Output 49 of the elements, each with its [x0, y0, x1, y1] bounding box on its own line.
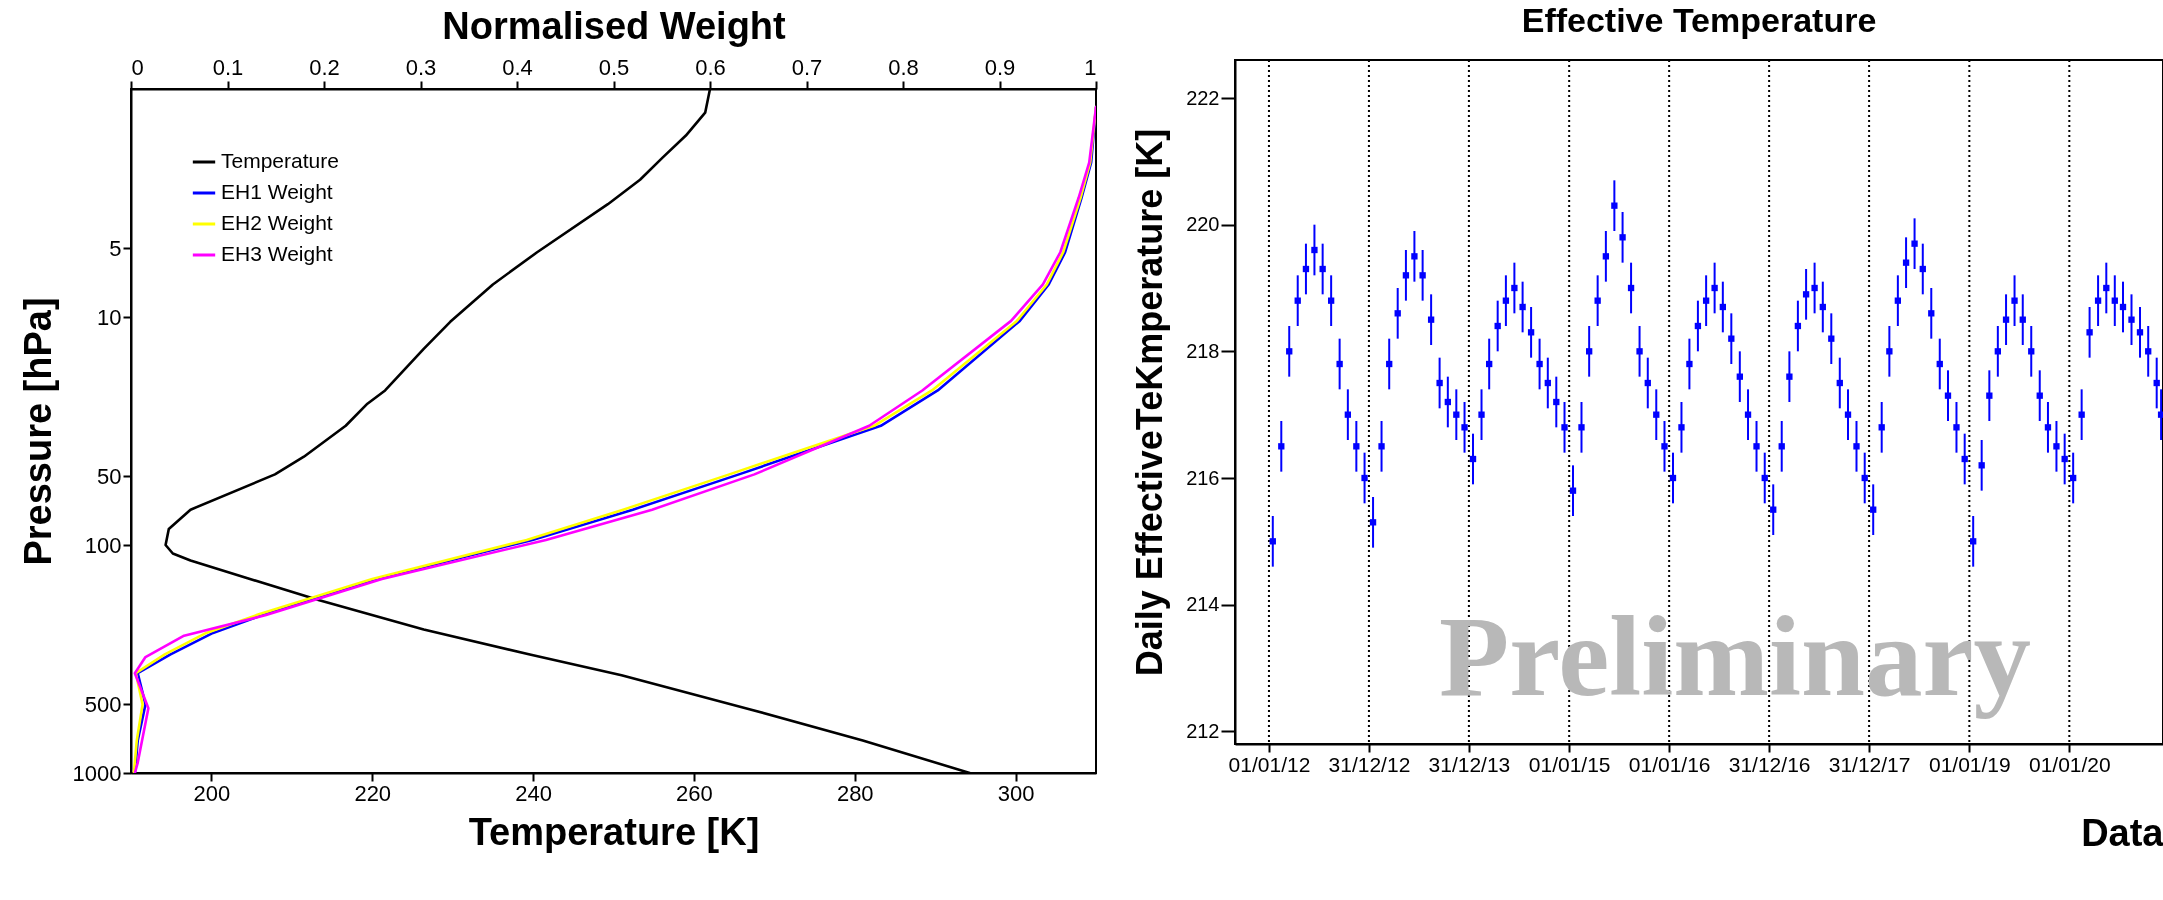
y-tick-label: 500 [84, 691, 122, 717]
y-tick-label: 222 [1186, 86, 1220, 109]
y-tick-label: 220 [1186, 213, 1220, 236]
annotation: Preliminary [1439, 593, 2031, 720]
x-tick-label: 31/12/17 [1828, 752, 1911, 776]
y-tick-label: 214 [1186, 593, 1220, 616]
y-tick-label: 212 [1186, 719, 1220, 742]
x-tick-label: 300 [997, 780, 1035, 806]
x2-tick-label: 0.2 [309, 54, 340, 80]
x-tick-label: 260 [676, 780, 713, 806]
legend-label: Temperature [221, 149, 339, 172]
x-tick-label: 01/01/19 [1928, 752, 2011, 776]
x2-tick-label: 1 [1084, 54, 1097, 80]
y-tick-label: 218 [1186, 339, 1220, 362]
x2-axis-title: Normalised Weight [442, 4, 787, 47]
x-axis-title: Data [2081, 811, 2163, 854]
x2-tick-label: 0.4 [502, 54, 533, 80]
y-tick-label: 1000 [72, 760, 122, 786]
y-tick-label: 216 [1186, 466, 1220, 489]
legend-label: EH2 Weight [221, 211, 333, 234]
x-tick-label: 01/01/20 [2028, 752, 2111, 776]
x-axis-title: Temperature [K] [468, 810, 760, 853]
y-axis-title: Pressure [hPa] [16, 297, 59, 566]
y-tick-label: 5 [109, 235, 122, 261]
x-tick-label: 31/12/13 [1428, 752, 1511, 776]
x2-tick-label: 0.8 [888, 54, 919, 80]
y-tick-label: 50 [97, 463, 122, 489]
x-tick-label: 220 [354, 780, 392, 806]
x2-tick-label: 0.6 [695, 54, 726, 80]
x-tick-label: 31/12/16 [1728, 752, 1811, 776]
x-tick-label: 240 [515, 780, 552, 806]
legend-label: EH1 Weight [221, 180, 333, 203]
x-tick-label: 31/12/12 [1328, 752, 1411, 776]
legend-label: EH3 Weight [221, 242, 333, 265]
x2-tick-label: 0.5 [598, 54, 630, 80]
x-tick-label: 01/01/16 [1628, 752, 1711, 776]
y-axis-title: Daily EffectiveTeKmperature [K] [1129, 128, 1171, 677]
x2-tick-label: 0.3 [405, 54, 437, 80]
x2-tick-label: 0.7 [791, 54, 823, 80]
y-tick-label: 10 [97, 304, 122, 330]
y-tick-label: 100 [84, 532, 122, 558]
x-tick-label: 01/01/15 [1528, 752, 1611, 776]
x2-tick-label: 0.9 [984, 54, 1016, 80]
x-tick-label: 280 [836, 780, 874, 806]
x-tick-label: 01/01/12 [1228, 752, 1311, 776]
x2-tick-label: 0 [131, 54, 144, 80]
x-tick-label: 200 [193, 780, 231, 806]
x2-tick-label: 0.1 [212, 54, 244, 80]
chart-title: Effective Temperature [1521, 1, 1877, 39]
